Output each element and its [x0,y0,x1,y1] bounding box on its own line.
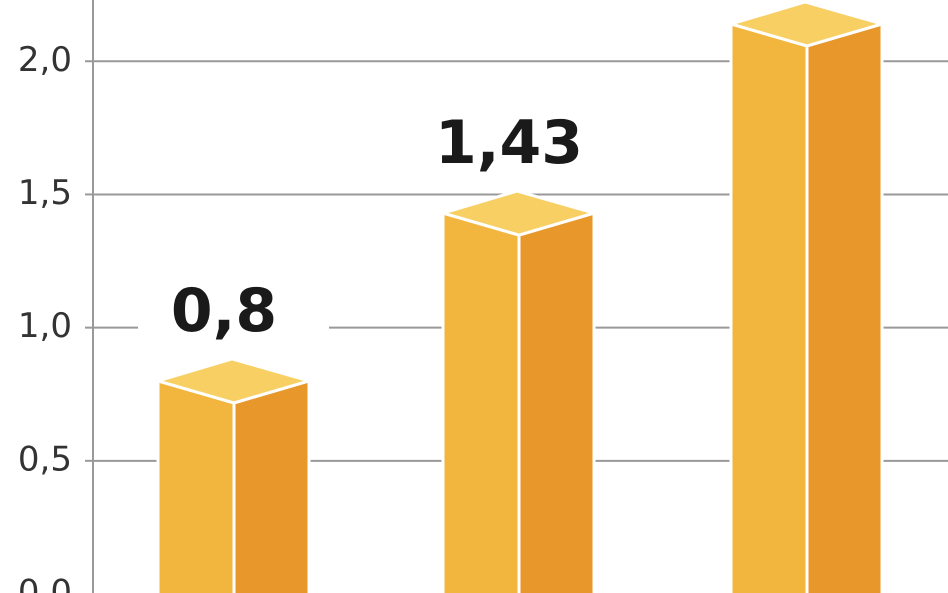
y-tick-label: 1,0 [18,306,72,346]
y-axis: 0,0 0,5 1,0 1,5 2,0 [18,0,94,593]
bar: 1,43 [423,103,614,593]
bar: 0,8 [138,270,329,593]
y-tick-label: 1,5 [18,173,72,213]
bar-top [152,357,315,405]
bar-front [729,21,809,593]
bar [725,0,888,593]
y-tick-label: 0,0 [18,573,72,593]
bar-top [725,0,888,48]
bar-front [441,211,521,593]
bar-side [805,21,884,593]
bar-top [437,189,600,237]
bar-side [232,378,311,593]
bar-front [156,378,236,593]
value-label: 0,8 [171,276,277,346]
label-bg [423,103,614,184]
label-bg [138,270,329,351]
y-tick-label: 0,5 [18,439,72,479]
bar-side [517,211,596,593]
y-tick-label: 2,0 [18,40,72,80]
value-label: 1,43 [435,108,583,178]
